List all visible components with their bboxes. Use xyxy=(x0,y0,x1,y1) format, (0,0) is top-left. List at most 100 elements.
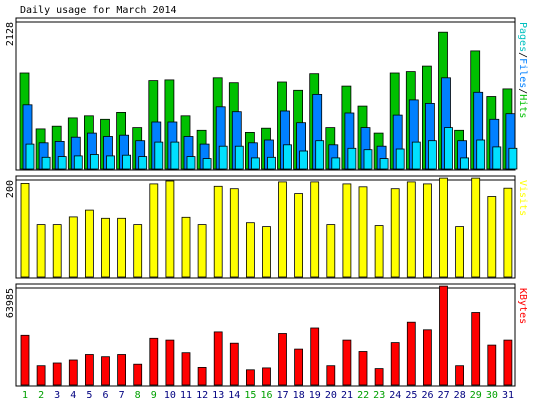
visits-visits-bar-day-11 xyxy=(181,216,191,278)
kbytes-kbytes-bar-day-26 xyxy=(422,329,432,386)
hits-ymax-label: 2128 xyxy=(5,22,16,46)
kbytes-kbytes-bar-day-14 xyxy=(229,342,239,386)
kbytes-kbytes-bar-day-28 xyxy=(455,365,465,386)
visits-visits-bar-day-14 xyxy=(229,188,239,278)
hits-legend-files: Files xyxy=(517,58,528,88)
x-tick-label-day-7: 7 xyxy=(119,390,125,401)
visits-visits-bar-day-30 xyxy=(487,196,497,278)
x-tick-label-day-12: 12 xyxy=(196,390,208,401)
kbytes-kbytes-bar-day-27 xyxy=(439,285,448,386)
kbytes-kbytes-bar-day-5 xyxy=(85,354,94,386)
x-tick-label-day-6: 6 xyxy=(102,390,108,401)
hits-panel: 2128 Pages/Files/Hits xyxy=(5,17,528,171)
hits-pages-bar-day-2 xyxy=(41,156,51,170)
x-tick-label-day-14: 14 xyxy=(228,390,240,401)
visits-visits-bar-day-6 xyxy=(101,217,110,278)
x-tick-label-day-27: 27 xyxy=(438,390,450,401)
x-tick-label-day-30: 30 xyxy=(486,390,498,401)
x-tick-label-day-2: 2 xyxy=(38,390,44,401)
visits-visits-bar-day-18 xyxy=(294,193,304,278)
x-tick-label-day-22: 22 xyxy=(357,390,369,401)
hits-pages-bar-day-24 xyxy=(395,148,405,170)
hits-pages-bar-day-28 xyxy=(460,157,470,170)
visits-visits-bar-day-23 xyxy=(374,225,384,278)
x-tick-label-day-11: 11 xyxy=(180,390,192,401)
hits-pages-bar-day-26 xyxy=(427,140,437,170)
visits-visits-bar-day-15 xyxy=(245,222,255,278)
visits-visits-bar-day-10 xyxy=(165,180,175,278)
kbytes-panel: 63985 KBytes xyxy=(5,283,528,387)
kbytes-kbytes-bar-day-1 xyxy=(20,334,30,386)
visits-series-visits xyxy=(20,177,513,278)
kbytes-kbytes-bar-day-3 xyxy=(52,362,62,386)
hits-pages-bar-day-25 xyxy=(411,141,421,170)
x-tick-label-day-10: 10 xyxy=(164,390,176,401)
visits-legend-visits: Visits xyxy=(517,180,528,216)
hits-pages-bar-day-9 xyxy=(154,141,164,170)
visits-visits-bar-day-17 xyxy=(278,181,287,278)
hits-pages-bar-day-15 xyxy=(250,157,260,170)
hits-pages-bar-day-5 xyxy=(90,154,99,170)
visits-visits-bar-day-13 xyxy=(213,185,223,278)
visits-ymax-label: 200 xyxy=(5,180,16,198)
hits-pages-bar-day-30 xyxy=(492,146,502,170)
visits-visits-bar-day-27 xyxy=(439,177,448,278)
kbytes-kbytes-bar-day-21 xyxy=(342,339,352,386)
kbytes-kbytes-bar-day-29 xyxy=(471,312,481,386)
visits-legend-text: Visits xyxy=(517,180,528,216)
x-tick-label-day-16: 16 xyxy=(260,390,272,401)
hits-pages-bar-day-21 xyxy=(347,147,357,170)
kbytes-legend-text: KBytes xyxy=(517,288,528,324)
kbytes-kbytes-bar-day-2 xyxy=(36,365,46,386)
x-tick-label-day-28: 28 xyxy=(454,390,466,401)
kbytes-kbytes-bar-day-31 xyxy=(503,339,513,386)
x-tick-label-day-15: 15 xyxy=(244,390,256,401)
visits-visits-bar-day-20 xyxy=(326,224,336,278)
x-tick-label-day-8: 8 xyxy=(135,390,141,401)
hits-legend-text: Pages/Files/Hits xyxy=(517,22,528,118)
x-tick-label-day-9: 9 xyxy=(151,390,157,401)
visits-panel: 200 Visits xyxy=(5,175,528,279)
x-axis-labels: 1 2 3 4 5 6 7 8 9 10 11 12 13 14 15 16 17 18 19 20 21 22 23 24 2… xyxy=(22,390,514,401)
visits-visits-bar-day-21 xyxy=(342,183,352,278)
visits-visits-bar-day-16 xyxy=(262,226,271,278)
hits-legend-separator: / xyxy=(517,52,528,58)
visits-visits-bar-day-8 xyxy=(133,224,143,278)
x-tick-label-day-20: 20 xyxy=(325,390,337,401)
x-tick-label-day-31: 31 xyxy=(502,390,514,401)
x-tick-label-day-29: 29 xyxy=(470,390,482,401)
kbytes-kbytes-bar-day-4 xyxy=(68,359,78,386)
kbytes-legend-kbytes: KBytes xyxy=(517,288,528,324)
hits-pages-bar-day-27 xyxy=(444,127,453,170)
x-tick-label-day-17: 17 xyxy=(277,390,289,401)
kbytes-kbytes-bar-day-18 xyxy=(294,348,304,386)
hits-pages-bar-day-13 xyxy=(218,145,228,170)
x-tick-label-day-13: 13 xyxy=(212,390,224,401)
kbytes-kbytes-bar-day-19 xyxy=(310,327,320,386)
kbytes-legend: KBytes xyxy=(517,288,528,324)
visits-visits-bar-day-22 xyxy=(358,186,368,278)
visits-visits-bar-day-3 xyxy=(52,224,62,278)
hits-pages-bar-day-19 xyxy=(315,140,325,170)
visits-visits-bar-day-26 xyxy=(422,183,432,278)
visits-visits-bar-day-7 xyxy=(117,217,126,278)
visits-visits-bar-day-4 xyxy=(68,216,78,278)
kbytes-kbytes-bar-day-11 xyxy=(181,352,191,386)
kbytes-kbytes-bar-day-10 xyxy=(165,339,175,386)
kbytes-kbytes-bar-day-17 xyxy=(278,333,287,386)
hits-pages-bar-day-23 xyxy=(379,158,389,170)
kbytes-kbytes-bar-day-13 xyxy=(213,331,223,386)
x-tick-label-day-19: 19 xyxy=(309,390,321,401)
x-tick-label-day-4: 4 xyxy=(70,390,76,401)
hits-legend-hits: Hits xyxy=(517,94,528,118)
hits-pages-bar-day-18 xyxy=(299,150,309,170)
kbytes-kbytes-bar-day-15 xyxy=(245,369,255,386)
x-tick-label-day-24: 24 xyxy=(389,390,401,401)
visits-visits-bar-day-25 xyxy=(406,181,416,278)
kbytes-kbytes-bar-day-24 xyxy=(390,342,400,386)
hits-pages-bar-day-31 xyxy=(508,147,518,170)
hits-pages-bar-day-11 xyxy=(186,156,196,170)
visits-visits-bar-day-1 xyxy=(20,182,30,278)
